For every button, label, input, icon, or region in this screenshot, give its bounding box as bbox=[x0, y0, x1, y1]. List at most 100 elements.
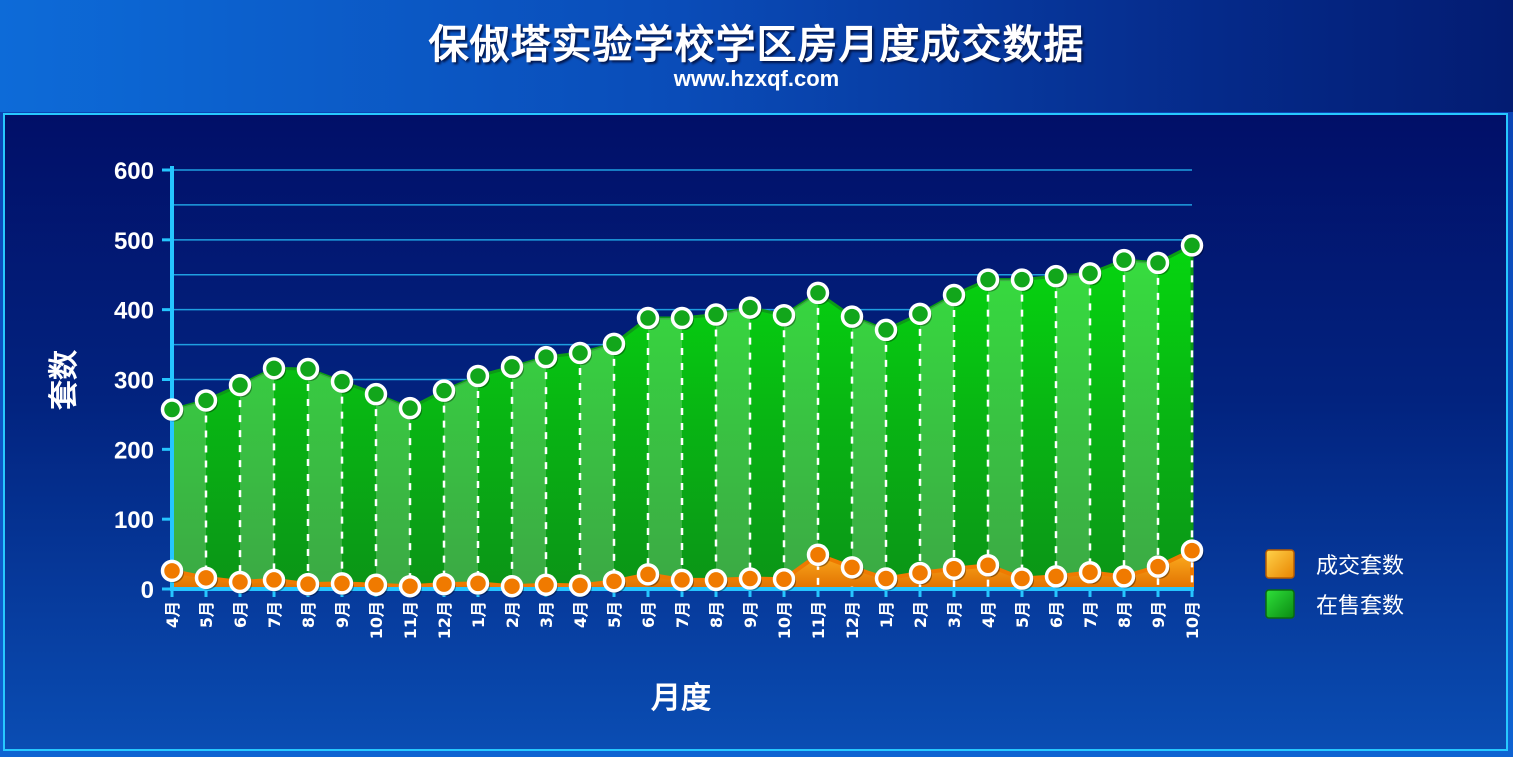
x-tick-label: 6月 bbox=[1047, 601, 1066, 628]
point-onsale bbox=[942, 283, 966, 307]
point-sold bbox=[806, 543, 830, 567]
x-tick-label: 7月 bbox=[673, 601, 692, 628]
point-onsale bbox=[262, 357, 286, 380]
point-sold bbox=[1044, 565, 1068, 588]
stripe-band bbox=[1124, 245, 1158, 589]
point-sold bbox=[364, 573, 388, 597]
point-sold bbox=[636, 563, 660, 586]
point-onsale bbox=[670, 306, 694, 330]
point-onsale bbox=[398, 396, 422, 420]
y-tick-label: 200 bbox=[114, 437, 154, 464]
legend-swatch-onsale bbox=[1265, 589, 1295, 619]
x-tick-label: 8月 bbox=[299, 601, 318, 628]
point-onsale bbox=[602, 332, 626, 356]
point-onsale bbox=[296, 357, 320, 381]
stripe-group bbox=[172, 245, 1158, 589]
chart-subtitle: www.hzxqf.com bbox=[673, 66, 840, 91]
legend-label-sold: 成交套数 bbox=[1316, 554, 1404, 579]
point-onsale bbox=[976, 268, 1000, 291]
point-onsale bbox=[364, 382, 388, 406]
point-sold bbox=[194, 566, 218, 590]
x-tick-label: 10月 bbox=[1183, 601, 1202, 639]
point-sold bbox=[1010, 567, 1034, 590]
point-sold bbox=[1180, 539, 1204, 562]
point-sold bbox=[262, 568, 286, 592]
x-axis-title: 月度 bbox=[651, 681, 711, 716]
y-tick-label: 400 bbox=[114, 298, 154, 325]
point-onsale bbox=[330, 370, 354, 393]
point-sold bbox=[330, 572, 354, 595]
point-onsale bbox=[1180, 234, 1204, 257]
point-onsale bbox=[636, 306, 660, 330]
point-onsale bbox=[738, 296, 762, 319]
x-tick-label: 4月 bbox=[979, 601, 998, 628]
x-tick-label: 4月 bbox=[163, 601, 182, 628]
x-tick-label: 5月 bbox=[605, 601, 624, 628]
point-onsale bbox=[228, 373, 252, 397]
x-tick-label: 2月 bbox=[503, 601, 522, 628]
x-tick-label: 8月 bbox=[1115, 601, 1134, 628]
point-onsale bbox=[704, 303, 728, 326]
point-sold bbox=[1078, 560, 1102, 584]
point-sold bbox=[908, 561, 932, 585]
stripe-band bbox=[376, 245, 410, 589]
point-onsale bbox=[772, 304, 796, 327]
point-onsale bbox=[1146, 251, 1170, 275]
x-tick-label: 1月 bbox=[877, 601, 896, 628]
stripe-band bbox=[1056, 245, 1090, 589]
x-tick-label: 7月 bbox=[1081, 601, 1100, 628]
x-tick-label: 10月 bbox=[367, 601, 386, 639]
point-onsale bbox=[568, 341, 592, 365]
x-tick-label: 12月 bbox=[435, 601, 454, 639]
stripe-band bbox=[920, 245, 954, 589]
point-sold bbox=[466, 572, 490, 595]
point-sold bbox=[874, 567, 898, 590]
y-tick-label: 500 bbox=[114, 228, 154, 255]
point-sold bbox=[228, 570, 252, 594]
x-tick-label: 1月 bbox=[469, 601, 488, 628]
point-onsale bbox=[432, 379, 456, 402]
point-sold bbox=[500, 574, 524, 598]
x-tick-label: 3月 bbox=[537, 601, 556, 628]
chart-title: 保俶塔实验学校学区房月度成交数据 bbox=[428, 22, 1085, 68]
x-tick-label: 9月 bbox=[741, 601, 760, 628]
stripe-band bbox=[784, 245, 818, 589]
y-axis-title: 套数 bbox=[47, 349, 82, 410]
x-tick-label: 7月 bbox=[265, 601, 284, 628]
point-sold bbox=[160, 559, 184, 583]
point-sold bbox=[772, 567, 796, 591]
point-onsale bbox=[1078, 262, 1102, 285]
point-onsale bbox=[534, 345, 558, 369]
stripe-band bbox=[172, 245, 206, 589]
stripe-band bbox=[988, 245, 1022, 589]
point-sold bbox=[1146, 555, 1170, 578]
x-tick-label: 2月 bbox=[911, 601, 930, 628]
point-sold bbox=[534, 573, 558, 597]
point-sold bbox=[398, 574, 422, 598]
point-sold bbox=[568, 574, 592, 597]
x-tick-label: 6月 bbox=[231, 601, 250, 628]
x-tick-label: 3月 bbox=[945, 601, 964, 628]
point-onsale bbox=[466, 364, 490, 388]
x-tick-label: 5月 bbox=[1013, 601, 1032, 628]
x-tick-label: 11月 bbox=[401, 601, 420, 639]
point-sold bbox=[432, 572, 456, 596]
x-tick-label: 8月 bbox=[707, 601, 726, 628]
point-sold bbox=[602, 570, 626, 593]
stripe-band bbox=[648, 245, 682, 589]
x-tick-label: 4月 bbox=[571, 601, 590, 628]
point-onsale bbox=[840, 305, 864, 328]
point-onsale bbox=[194, 389, 218, 412]
point-sold bbox=[1112, 565, 1136, 588]
x-tick-label: 12月 bbox=[843, 601, 862, 639]
point-sold bbox=[670, 568, 694, 592]
point-sold bbox=[296, 572, 320, 596]
point-onsale bbox=[908, 302, 932, 326]
x-tick-label: 10月 bbox=[775, 601, 794, 639]
title-band bbox=[0, 0, 1513, 112]
x-tick-label: 5月 bbox=[197, 601, 216, 628]
legend-swatch-sold bbox=[1265, 549, 1295, 579]
